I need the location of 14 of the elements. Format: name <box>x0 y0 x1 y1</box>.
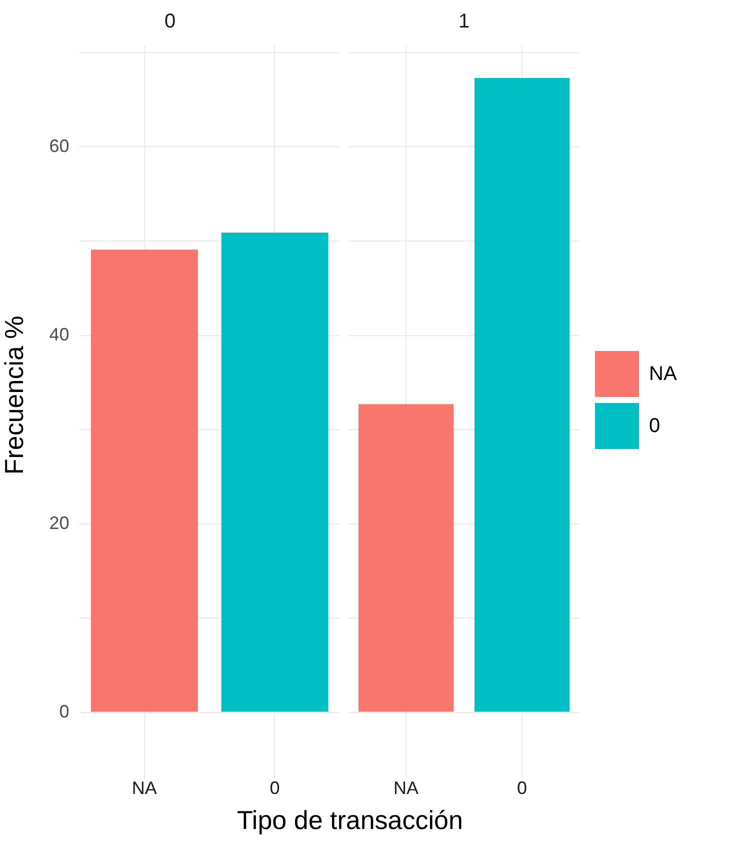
y-axis-title: Frecuencia % <box>0 316 29 475</box>
legend-label: 0 <box>649 414 660 438</box>
x-tick-label: NA <box>393 778 419 798</box>
chart-title: 1 <box>458 10 470 33</box>
x-tick-label: 0 <box>270 778 280 798</box>
chart-title: 0 <box>164 10 176 33</box>
y-tick-label: 40 <box>49 324 70 344</box>
x-tick-label: 0 <box>516 778 528 798</box>
y-tick-label: 60 <box>49 136 70 156</box>
x-tick-label: NA <box>132 778 157 798</box>
x-axis-title: Tipo de transacción <box>236 805 464 836</box>
y-tick-label: 0 <box>59 701 70 722</box>
legend-label: NA <box>649 362 677 386</box>
y-tick-label: 20 <box>49 512 70 533</box>
